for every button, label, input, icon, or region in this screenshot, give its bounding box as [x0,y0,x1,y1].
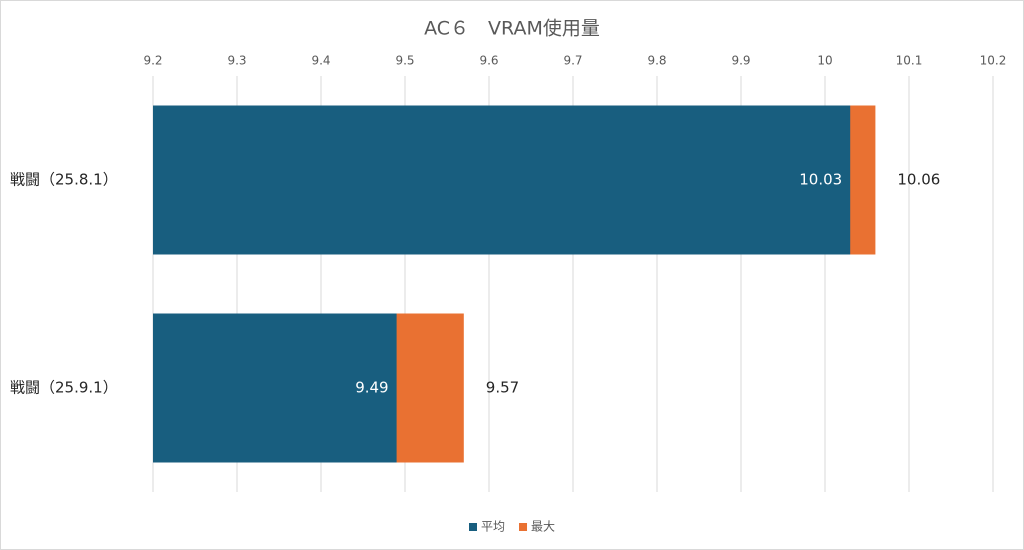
x-tick-label: 9.2 [143,54,162,68]
x-tick-label: 9.3 [227,54,246,68]
x-tick-label: 9.9 [731,54,750,68]
value-label: 10.03 [799,171,842,189]
x-tick-label: 10.1 [896,54,923,68]
value-label: 9.57 [486,379,519,397]
x-tick-label: 10.2 [980,54,1007,68]
legend-swatch [469,523,477,531]
value-label: 10.06 [897,171,940,189]
legend-label: 最大 [531,520,555,534]
x-tick-label: 9.4 [311,54,330,68]
x-tick-label: 10 [817,54,832,68]
y-tick-label: 戦闘（25.8.1） [10,171,118,189]
legend-label: 平均 [481,520,505,534]
legend-swatch [519,523,528,531]
bar [153,105,851,255]
x-tick-label: 9.6 [479,54,498,68]
y-tick-label: 戦闘（25.9.1） [10,379,118,397]
x-tick-label: 9.8 [647,54,666,68]
bar [153,313,397,463]
value-label: 9.49 [355,379,388,397]
x-tick-label: 9.7 [563,54,582,68]
chart-title: AC６ VRAM使用量 [424,18,600,40]
x-tick-label: 9.5 [395,54,414,68]
